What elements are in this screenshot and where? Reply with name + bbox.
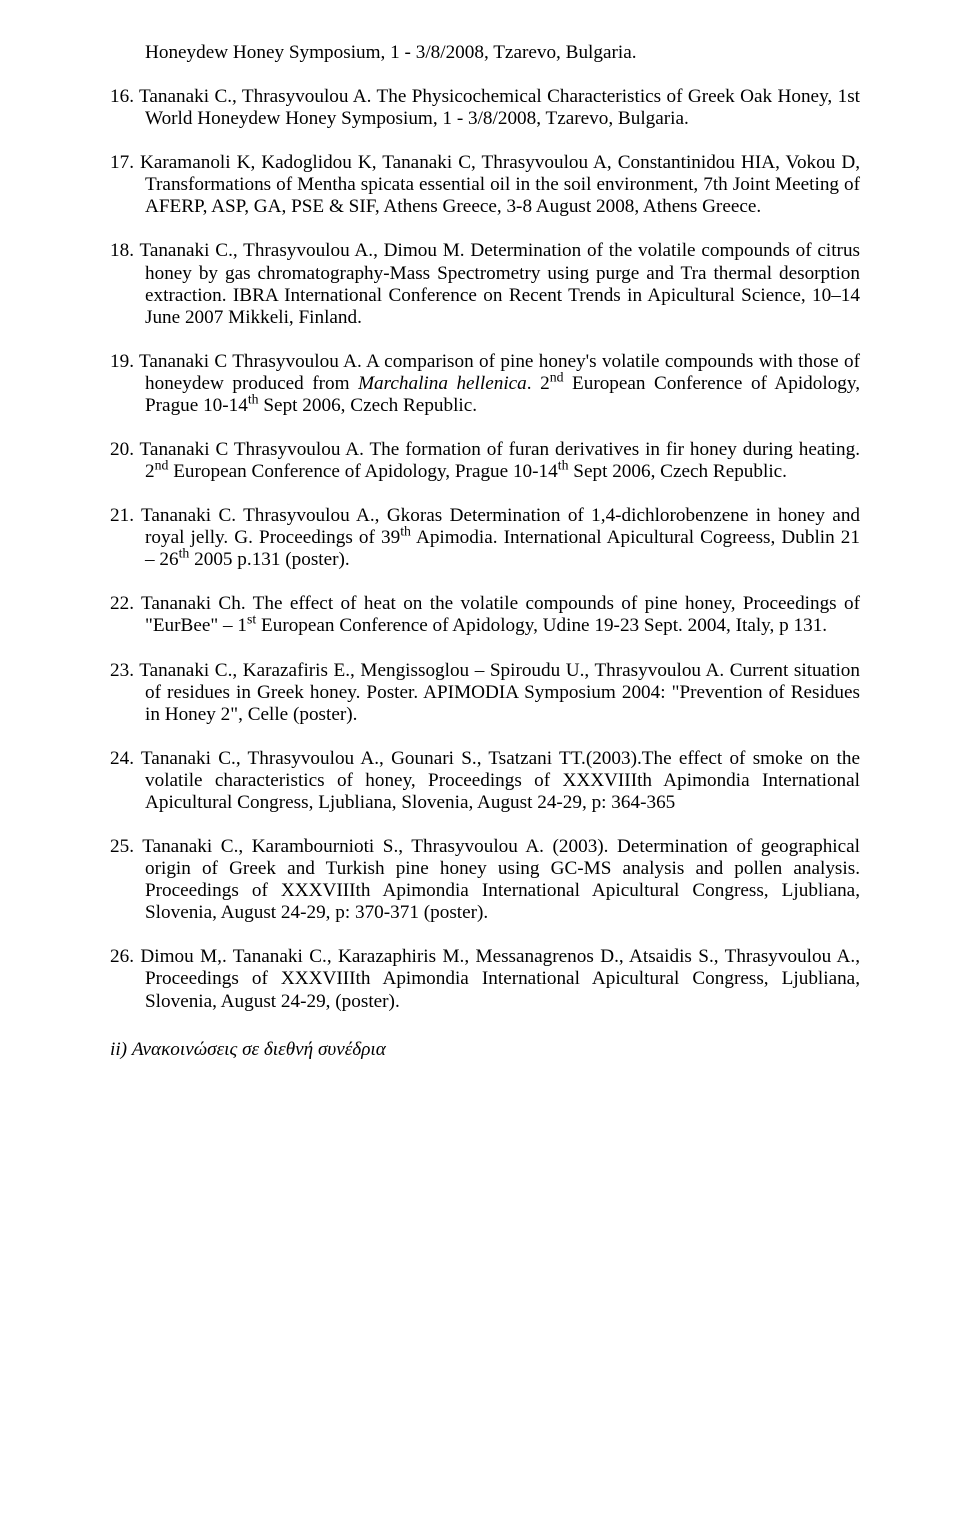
reference-entry: 23. Tananaki C., Karazafiris E., Mengiss… [110,660,860,726]
entry-text: Tananaki C., Karambournioti S., Thrasyvo… [142,836,860,923]
entry-text: Tananaki C., Thrasyvoulou A., Gounari S.… [141,748,860,813]
reference-entry: 19. Tananaki C Thrasyvoulou A. A compari… [110,351,860,417]
continuation-text: Honeydew Honey Symposium, 1 - 3/8/2008, … [110,42,860,64]
entry-number: 20. [110,439,140,460]
reference-entry: 21. Tananaki C. Thrasyvoulou A., Gkoras … [110,505,860,571]
entry-number: 17. [110,152,140,173]
reference-entry: 18. Tananaki C., Thrasyvoulou A., Dimou … [110,240,860,328]
reference-list: 16. Tananaki C., Thrasyvoulou A. The Phy… [110,86,860,1013]
entry-number: 25. [110,836,142,857]
reference-entry: 24. Tananaki C., Thrasyvoulou A., Gounar… [110,748,860,814]
entry-number: 24. [110,748,141,769]
entry-number: 19. [110,351,139,372]
entry-text: Tananaki C Thrasyvoulou A. The formation… [140,439,860,482]
entry-text: Karamanoli K, Kadoglidou K, Tananaki C, … [140,152,860,217]
entry-text: Tananaki C., Karazafiris E., Mengissoglo… [139,660,860,725]
entry-text: Tananaki C., Thrasyvoulou A., Dimou M. D… [139,240,860,327]
reference-entry: 16. Tananaki C., Thrasyvoulou A. The Phy… [110,86,860,130]
entry-number: 21. [110,505,141,526]
entry-number: 18. [110,240,139,261]
reference-entry: 22. Tananaki Ch. The effect of heat on t… [110,593,860,637]
reference-entry: 26. Dimou M,. Tananaki C., Karazaphiris … [110,946,860,1012]
entry-text: Tananaki C Thrasyvoulou A. A comparison … [139,351,860,416]
document-page: Honeydew Honey Symposium, 1 - 3/8/2008, … [0,0,960,1101]
entry-number: 22. [110,593,141,614]
entry-number: 16. [110,86,139,107]
entry-text: Tananaki C., Thrasyvoulou A. The Physico… [139,86,860,129]
reference-entry: 20. Tananaki C Thrasyvoulou A. The forma… [110,439,860,483]
entry-text: Tananaki Ch. The effect of heat on the v… [141,593,860,636]
entry-number: 23. [110,660,139,681]
reference-entry: 25. Tananaki C., Karambournioti S., Thra… [110,836,860,924]
entry-text: Dimou M,. Tananaki C., Karazaphiris M., … [140,946,860,1011]
section-footer: ii) Ανακοινώσεις σε διεθνή συνέδρια [110,1039,860,1061]
entry-text: Tananaki C. Thrasyvoulou A., Gkoras Dete… [141,505,860,570]
reference-entry: 17. Karamanoli K, Kadoglidou K, Tananaki… [110,152,860,218]
entry-number: 26. [110,946,140,967]
